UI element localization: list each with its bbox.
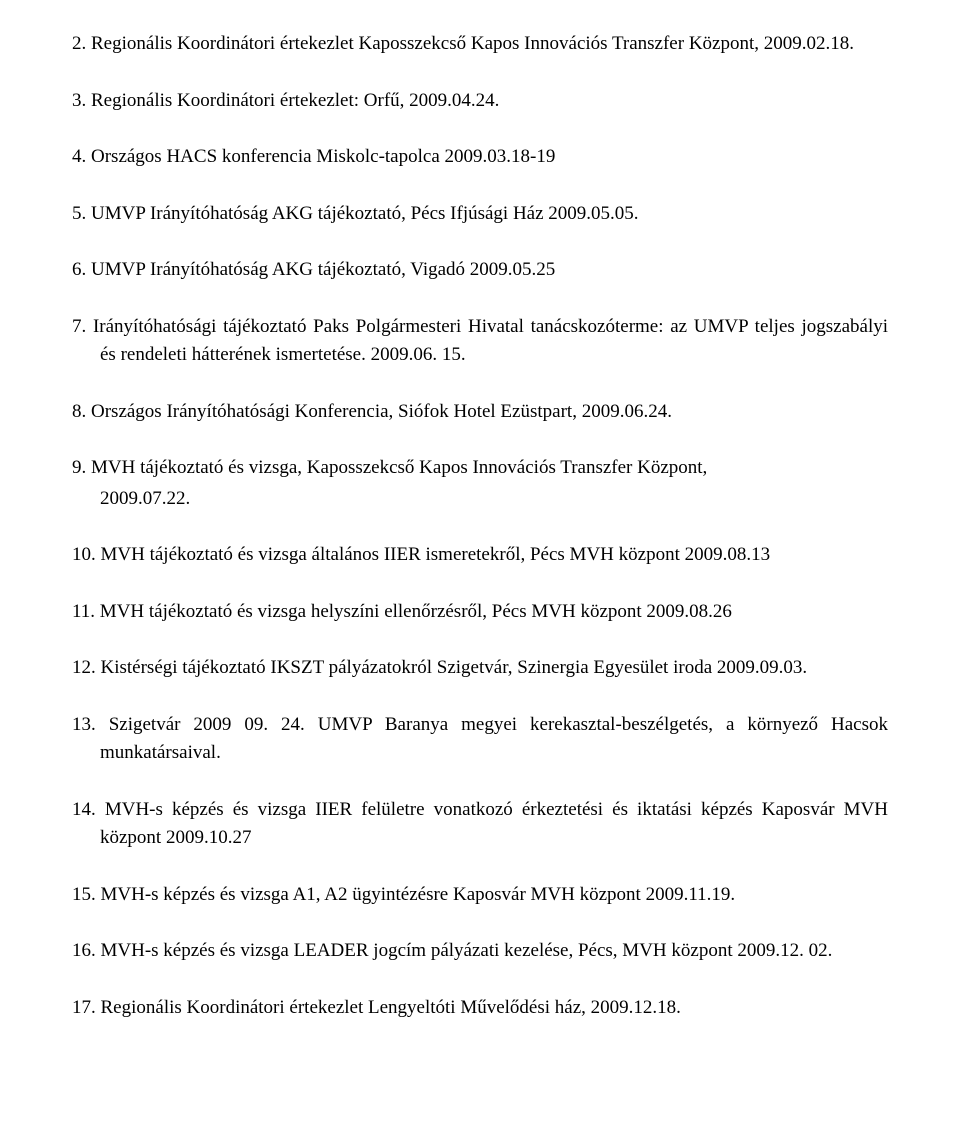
- list-item: Irányítóhatósági tájékoztató Paks Polgár…: [72, 313, 888, 370]
- list-item: Országos Irányítóhatósági Konferencia, S…: [72, 398, 888, 427]
- list-item-text: Szigetvár 2009 09. 24. UMVP Baranya megy…: [100, 714, 888, 764]
- list-item-text: MVH-s képzés és vizsga LEADER jogcím pál…: [101, 940, 833, 961]
- list-item: Szigetvár 2009 09. 24. UMVP Baranya megy…: [72, 711, 888, 768]
- list-item-text: MVH tájékoztató és vizsga, Kaposszekcső …: [91, 457, 707, 478]
- list-item: MVH tájékoztató és vizsga általános IIER…: [72, 541, 888, 570]
- list-item-text: MVH tájékoztató és vizsga általános IIER…: [101, 544, 771, 565]
- list-item: MVH tájékoztató és vizsga helyszíni elle…: [72, 598, 888, 627]
- list-item: UMVP Irányítóhatóság AKG tájékoztató, Pé…: [72, 200, 888, 229]
- list-item: Kistérségi tájékoztató IKSZT pályázatokr…: [72, 654, 888, 683]
- list-item: MVH-s képzés és vizsga IIER felületre vo…: [72, 796, 888, 853]
- list-item-text: Irányítóhatósági tájékoztató Paks Polgár…: [93, 316, 888, 366]
- list-item: Regionális Koordinátori értekezlet: Orfű…: [72, 87, 888, 116]
- list-item: UMVP Irányítóhatóság AKG tájékoztató, Vi…: [72, 256, 888, 285]
- list-item-text: UMVP Irányítóhatóság AKG tájékoztató, Pé…: [91, 203, 639, 224]
- list-item-text: Országos Irányítóhatósági Konferencia, S…: [91, 401, 672, 422]
- list-item-subtext: 2009.07.22.: [100, 485, 888, 514]
- list-item-text: MVH-s képzés és vizsga IIER felületre vo…: [100, 799, 888, 849]
- list-item: MVH tájékoztató és vizsga, Kaposszekcső …: [72, 454, 888, 513]
- list-item: Regionális Koordinátori értekezlet Lengy…: [72, 994, 888, 1023]
- list-item-text: MVH tájékoztató és vizsga helyszíni elle…: [100, 601, 732, 622]
- list-item: MVH-s képzés és vizsga LEADER jogcím pál…: [72, 937, 888, 966]
- list-item-text: Országos HACS konferencia Miskolc-tapolc…: [91, 146, 555, 167]
- list-item-text: Kistérségi tájékoztató IKSZT pályázatokr…: [101, 657, 808, 678]
- list-item: Országos HACS konferencia Miskolc-tapolc…: [72, 143, 888, 172]
- list-item-text: MVH-s képzés és vizsga A1, A2 ügyintézés…: [101, 884, 736, 905]
- list-item-text: Regionális Koordinátori értekezlet Kapos…: [91, 33, 854, 54]
- list-item-text: Regionális Koordinátori értekezlet: Orfű…: [91, 90, 499, 111]
- document-list: Regionális Koordinátori értekezlet Kapos…: [72, 30, 888, 1022]
- list-item: Regionális Koordinátori értekezlet Kapos…: [72, 30, 888, 59]
- list-item: MVH-s képzés és vizsga A1, A2 ügyintézés…: [72, 881, 888, 910]
- list-item-text: Regionális Koordinátori értekezlet Lengy…: [101, 997, 681, 1018]
- list-item-text: UMVP Irányítóhatóság AKG tájékoztató, Vi…: [91, 259, 555, 280]
